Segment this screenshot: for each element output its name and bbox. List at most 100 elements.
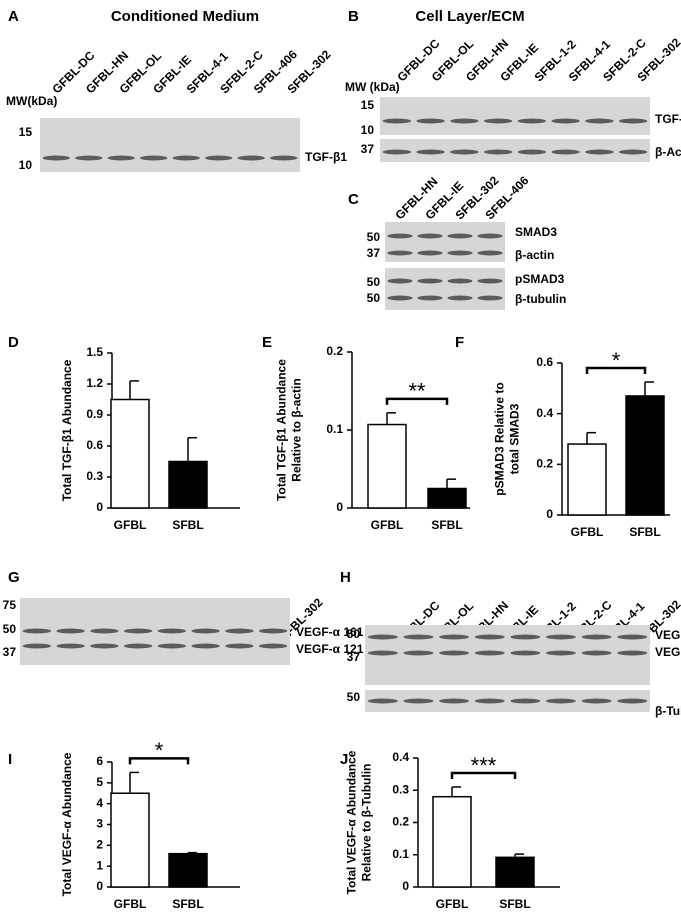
blot-band <box>382 118 412 124</box>
blot-band <box>510 650 541 656</box>
mw-marker: 50 <box>367 230 381 244</box>
y-axis-label: Total VEGF-α Abundance <box>345 750 359 894</box>
bar <box>110 398 150 509</box>
significance-bracket <box>385 397 449 405</box>
blot-band <box>403 650 434 656</box>
y-tick-label: 0.1 <box>326 422 343 436</box>
panel-letter: C <box>348 191 359 208</box>
blot-title: Cell Layer/ECM <box>415 8 524 25</box>
y-tick-label: 0.9 <box>86 407 103 421</box>
band-label: VEGF-α 161 <box>655 628 681 642</box>
mw-marker: 37 <box>367 246 381 260</box>
blot-band <box>90 628 119 634</box>
band-label: β-Tubulin <box>655 704 681 718</box>
mw-marker: 50 <box>367 291 381 305</box>
blot-band <box>618 149 648 155</box>
blot-title: Conditioned Medium <box>111 8 259 25</box>
blot-band <box>545 698 576 704</box>
mw-title: MW(kDa) <box>6 94 57 108</box>
significance-bracket <box>585 366 647 374</box>
panel-letter: G <box>8 569 20 586</box>
significance-label: ** <box>408 379 426 404</box>
blot-band <box>42 155 70 161</box>
blot-band <box>22 643 52 649</box>
y-tick-label: 0.3 <box>86 469 103 483</box>
blot-band <box>581 634 612 640</box>
y-axis-label: Relative to β-Tubulin <box>360 764 374 882</box>
blot-band <box>417 233 443 239</box>
bar <box>625 395 665 516</box>
y-tick-label: 1.5 <box>86 345 103 359</box>
mw-marker: 37 <box>3 645 17 659</box>
blot-band <box>270 155 298 161</box>
y-tick-label: 0 <box>546 507 553 521</box>
blot-band <box>417 250 443 256</box>
x-tick-label: GFBL <box>371 518 404 532</box>
band-label: VEGF-α 161 <box>296 625 364 639</box>
blot-strip <box>380 139 650 162</box>
blot-band <box>477 250 503 256</box>
blot-band <box>258 628 288 634</box>
mw-marker: 10 <box>361 123 375 137</box>
mw-title: MW (kDa) <box>345 80 400 94</box>
y-tick-label: 0.4 <box>536 406 553 420</box>
blot-band <box>450 118 479 124</box>
mw-marker: 10 <box>19 158 33 172</box>
panel-letter: F <box>455 334 464 351</box>
blot-band <box>510 698 541 704</box>
blot-band <box>123 643 153 649</box>
blot-band <box>447 250 473 256</box>
blot-band <box>225 628 254 634</box>
blot-band <box>22 628 52 634</box>
band-label: SMAD3 <box>515 225 557 239</box>
x-tick-label: SFBL <box>499 897 530 911</box>
blot-band <box>90 643 119 649</box>
blot-band <box>387 295 413 301</box>
mw-marker: 75 <box>3 598 17 612</box>
blot-strip <box>40 118 300 172</box>
y-tick-label: 0.2 <box>536 457 553 471</box>
blot-band <box>439 650 470 656</box>
y-tick-label: 0.3 <box>392 782 409 796</box>
blot-band <box>551 149 580 155</box>
blot-band <box>140 155 168 161</box>
y-tick-label: 0.2 <box>326 344 343 358</box>
y-tick-label: 0 <box>336 500 343 514</box>
blot-band <box>581 698 612 704</box>
mw-marker: 50 <box>3 622 17 636</box>
mw-marker: 50 <box>367 275 381 289</box>
bar <box>495 856 535 888</box>
x-tick-label: SFBL <box>172 518 203 532</box>
blot-band <box>617 698 648 704</box>
blot-band <box>439 698 470 704</box>
bar <box>427 487 467 509</box>
blot-band <box>367 650 398 656</box>
bar <box>168 852 208 888</box>
blot-band <box>417 295 443 301</box>
y-tick-label: 4 <box>96 796 103 810</box>
x-tick-label: SFBL <box>172 897 203 911</box>
blot-band <box>172 155 200 161</box>
mw-marker: 15 <box>361 98 375 112</box>
blot-band <box>387 250 413 256</box>
blot-band <box>258 643 288 649</box>
blot-band <box>157 628 187 634</box>
y-axis-label: Relative to β-actin <box>290 378 304 481</box>
significance-label: * <box>612 348 621 373</box>
blot-band <box>585 149 614 155</box>
blot-strip <box>380 97 650 135</box>
blot-band <box>447 233 473 239</box>
blot-band <box>439 634 470 640</box>
y-tick-label: 3 <box>96 817 103 831</box>
blot-strip <box>385 268 505 310</box>
y-tick-label: 0 <box>96 500 103 514</box>
y-axis-label: pSMAD3 Relative to <box>493 382 507 495</box>
mw-marker: 37 <box>361 142 375 156</box>
blot-strip <box>365 625 650 685</box>
blot-band <box>545 634 576 640</box>
band-label: β-tubulin <box>515 292 566 306</box>
x-tick-label: SFBL <box>629 525 660 539</box>
blot-band <box>474 634 505 640</box>
blot-band <box>585 118 614 124</box>
